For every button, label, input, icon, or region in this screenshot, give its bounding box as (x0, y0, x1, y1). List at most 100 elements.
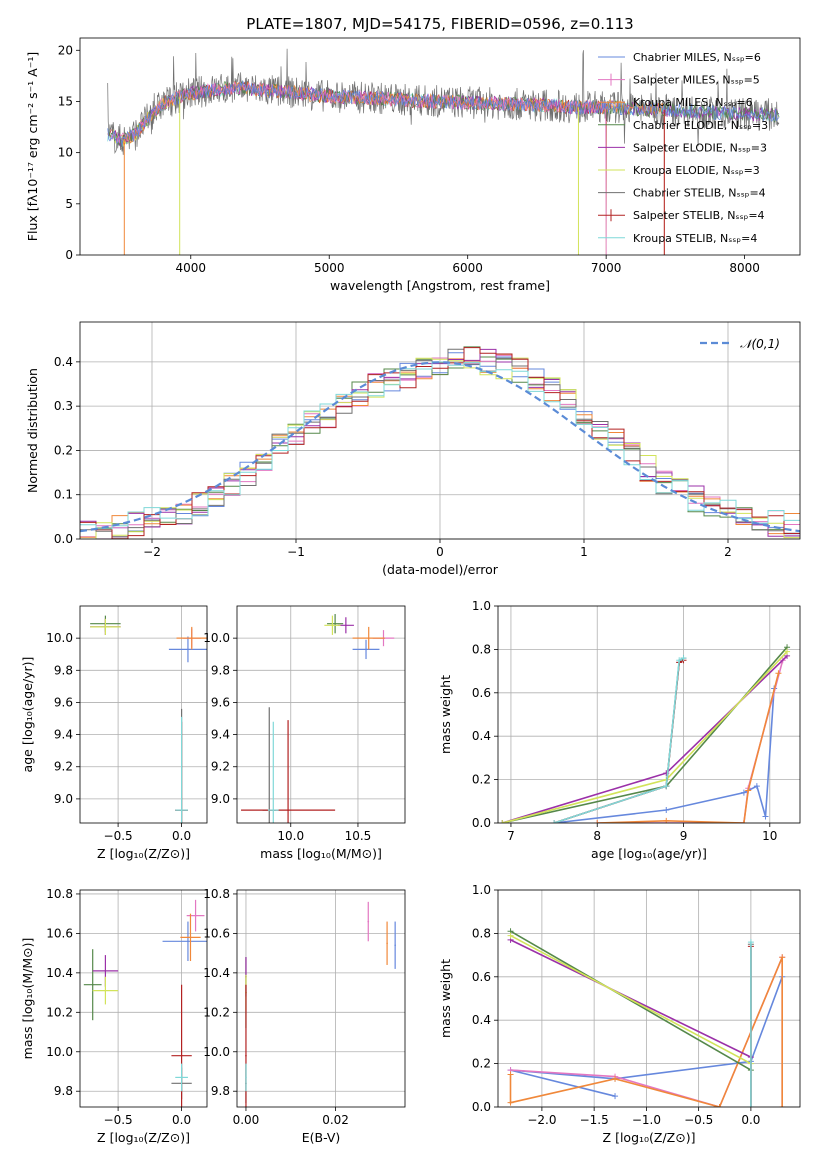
histogram-series (80, 361, 800, 530)
y-tick-label: 0.2 (472, 773, 491, 787)
y-tick-label: 10.0 (203, 631, 230, 645)
legend-entry: Chabrier ELODIE, Nₛₛₚ=3 (633, 119, 768, 132)
y-tick-label: 10.6 (203, 926, 230, 940)
series-line (510, 930, 752, 1071)
x-tick-label: 0.02 (322, 1113, 349, 1127)
x-tick-label: 10 (762, 829, 777, 843)
series-line (502, 655, 788, 823)
axes-frame (79, 37, 801, 256)
series-marker (740, 789, 747, 796)
data-point (180, 1054, 183, 1057)
panel-mass-vs-EBV: 0.00 0.02 9.8 10.0 10.2 10.4 10.6 10.8 E(B-V) (203, 887, 406, 1145)
x-tick-label: 4000 (175, 261, 206, 275)
series-marker (716, 1104, 723, 1107)
y-axis-label: mass weight (438, 675, 453, 754)
x-tick-label: 0.0 (172, 1113, 191, 1127)
y-tick-label: 15 (58, 94, 73, 108)
series-marker (740, 820, 747, 823)
y-tick-label: 10.2 (46, 1005, 73, 1019)
y-tick-label: 0.0 (54, 532, 73, 546)
y-tick-label: 9.6 (54, 695, 73, 709)
legend-entry: 𝒩(0,1) (740, 337, 780, 351)
x-tick-label: −0.5 (104, 829, 133, 843)
y-tick-label: 0.0 (472, 816, 491, 830)
series-marker (612, 1075, 619, 1082)
panel-age-vs-mass: 10.0 10.5 9.0 9.2 9.4 9.6 9.8 10.0 mass [log₁₀(M… (203, 605, 406, 861)
y-tick-label: 0.3 (54, 399, 73, 413)
axes-frame (497, 605, 801, 824)
y-tick-label: 0.6 (472, 686, 491, 700)
spectrum-series-line (107, 81, 607, 255)
data-point (189, 936, 192, 939)
y-tick-label: 0.8 (472, 926, 491, 940)
x-tick-label: 0.0 (741, 1113, 760, 1127)
series-line (597, 673, 780, 823)
axes-frame (497, 889, 801, 1108)
y-tick-label: 10.8 (46, 887, 73, 901)
x-tick-label: 8 (593, 829, 601, 843)
series-line (510, 934, 752, 1065)
data-point (104, 989, 107, 992)
axes-frame (236, 889, 406, 1108)
series-line (509, 956, 783, 1107)
data-point (287, 809, 289, 811)
plot-area (80, 346, 800, 539)
panel-mass-weight-vs-age: 7 8 9 10 0.0 0.2 0.4 0.6 0.8 1.0 age [log₁₀(age/yr… (438, 599, 801, 861)
y-tick-label: 0.8 (472, 642, 491, 656)
y-tick-label: 10.4 (46, 966, 73, 980)
y-tick-label: 0.4 (472, 1013, 491, 1027)
panel-spectrum: 4000 5000 6000 7000 8000 0 5 10 15 20 wavelength [… (25, 37, 801, 293)
series-line (502, 651, 788, 823)
y-axis-label: Normed distribution (25, 368, 40, 493)
x-axis-label: mass [log₁₀(M/M⊙)] (260, 846, 382, 861)
data-point (386, 942, 388, 945)
x-tick-label: 9 (680, 829, 688, 843)
legend-entry: Chabrier STELIB, Nₛₛₚ=4 (633, 187, 766, 200)
y-tick-label: 0.6 (472, 970, 491, 984)
y-tick-label: 9.4 (54, 728, 73, 742)
y-tick-label: 0.4 (54, 355, 73, 369)
series-marker (775, 670, 782, 677)
series-marker (612, 1093, 619, 1100)
series-marker (745, 787, 752, 794)
series-marker (779, 954, 786, 961)
data-point (331, 624, 334, 627)
data-point (367, 920, 370, 923)
series-line (510, 939, 752, 1058)
data-point (91, 983, 94, 986)
series-line (554, 688, 775, 823)
legend-entry: Kroupa MILES, Nₛₛₚ=6 (633, 96, 753, 109)
x-tick-label: 6000 (452, 261, 483, 275)
y-tick-label: 10.0 (46, 631, 73, 645)
y-tick-label: 9.8 (54, 663, 73, 677)
x-tick-label: −0.5 (684, 1113, 713, 1127)
y-axis-label: mass weight (438, 959, 453, 1038)
legend-entry: Salpeter STELIB, Nₛₛₚ=4 (633, 209, 765, 222)
y-tick-label: 9.0 (211, 792, 230, 806)
y-tick-label: 10 (58, 146, 73, 160)
panel-mass-vs-Z: −0.5 0.0 9.8 10.0 10.2 10.4 10.6 10.8 Z [log₁₀(Z… (20, 887, 208, 1145)
series-marker (680, 655, 687, 662)
y-tick-label: 10.0 (46, 1045, 73, 1059)
series-marker (747, 1104, 754, 1107)
data-point (272, 809, 275, 811)
axes-frame (79, 605, 208, 824)
data-point (334, 622, 336, 625)
series-line (553, 659, 684, 823)
y-tick-label: 10.4 (203, 966, 230, 980)
plot-area (90, 615, 207, 823)
x-axis-label: E(B-V) (302, 1130, 341, 1145)
y-axis-label: age [log₁₀(age/yr)] (20, 657, 35, 773)
x-tick-label: −0.5 (104, 1113, 133, 1127)
x-tick-label: −1.0 (632, 1113, 661, 1127)
y-tick-label: 9.2 (211, 760, 230, 774)
x-axis-label: (data-model)/error (382, 562, 499, 577)
y-tick-label: 9.2 (54, 760, 73, 774)
y-tick-label: 5 (65, 197, 73, 211)
y-tick-label: 9.8 (211, 663, 230, 677)
series-marker (762, 813, 769, 820)
panel-age-vs-Z: −0.5 0.0 9.0 9.2 9.4 9.6 9.8 10.0 Z [log₁₀(Z/Z⊙)… (20, 605, 208, 861)
series-line (553, 657, 685, 823)
x-tick-label: 10.0 (277, 829, 304, 843)
